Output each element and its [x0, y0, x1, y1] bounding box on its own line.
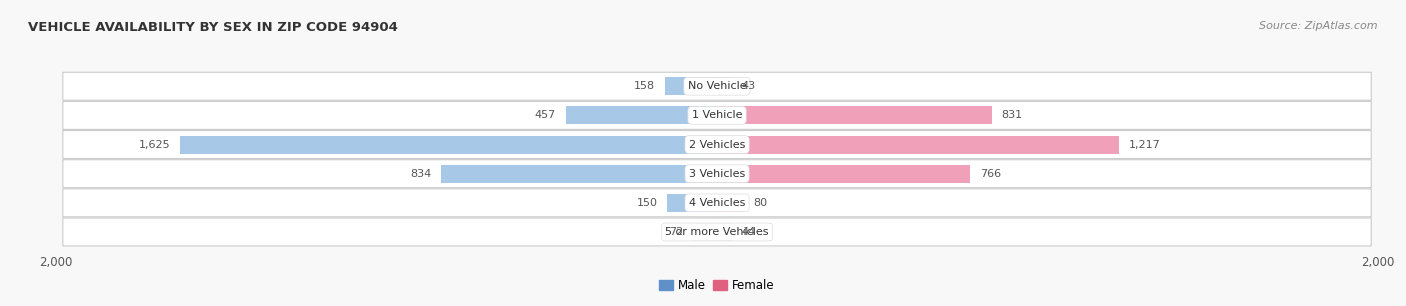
Text: 834: 834 — [411, 169, 432, 179]
Bar — [717, 165, 970, 183]
Text: No Vehicle: No Vehicle — [688, 81, 747, 91]
FancyBboxPatch shape — [63, 101, 1371, 129]
FancyBboxPatch shape — [63, 218, 1371, 246]
Bar — [441, 165, 717, 183]
FancyBboxPatch shape — [63, 189, 1371, 217]
Text: 158: 158 — [634, 81, 655, 91]
Bar — [180, 136, 717, 154]
Bar — [665, 77, 717, 95]
Text: 1 Vehicle: 1 Vehicle — [692, 110, 742, 120]
Bar — [717, 223, 731, 241]
Text: 150: 150 — [637, 198, 658, 208]
Text: 72: 72 — [669, 227, 683, 237]
Text: VEHICLE AVAILABILITY BY SEX IN ZIP CODE 94904: VEHICLE AVAILABILITY BY SEX IN ZIP CODE … — [28, 21, 398, 34]
Text: 1,625: 1,625 — [139, 140, 170, 150]
Text: 1,217: 1,217 — [1129, 140, 1161, 150]
Text: 43: 43 — [741, 81, 755, 91]
Text: 457: 457 — [534, 110, 557, 120]
Text: 2 Vehicles: 2 Vehicles — [689, 140, 745, 150]
FancyBboxPatch shape — [63, 72, 1371, 100]
Bar — [567, 106, 717, 125]
Text: 80: 80 — [754, 198, 768, 208]
Text: 766: 766 — [980, 169, 1001, 179]
Bar — [693, 223, 717, 241]
Text: 831: 831 — [1001, 110, 1022, 120]
Bar — [717, 77, 731, 95]
Bar — [668, 194, 717, 212]
Text: 44: 44 — [741, 227, 756, 237]
Bar — [717, 136, 1119, 154]
Legend: Male, Female: Male, Female — [655, 274, 779, 297]
FancyBboxPatch shape — [63, 131, 1371, 159]
FancyBboxPatch shape — [63, 160, 1371, 188]
Bar — [717, 194, 744, 212]
Bar — [717, 106, 991, 125]
Text: 5 or more Vehicles: 5 or more Vehicles — [665, 227, 769, 237]
Text: 4 Vehicles: 4 Vehicles — [689, 198, 745, 208]
Text: Source: ZipAtlas.com: Source: ZipAtlas.com — [1260, 21, 1378, 32]
Text: 3 Vehicles: 3 Vehicles — [689, 169, 745, 179]
